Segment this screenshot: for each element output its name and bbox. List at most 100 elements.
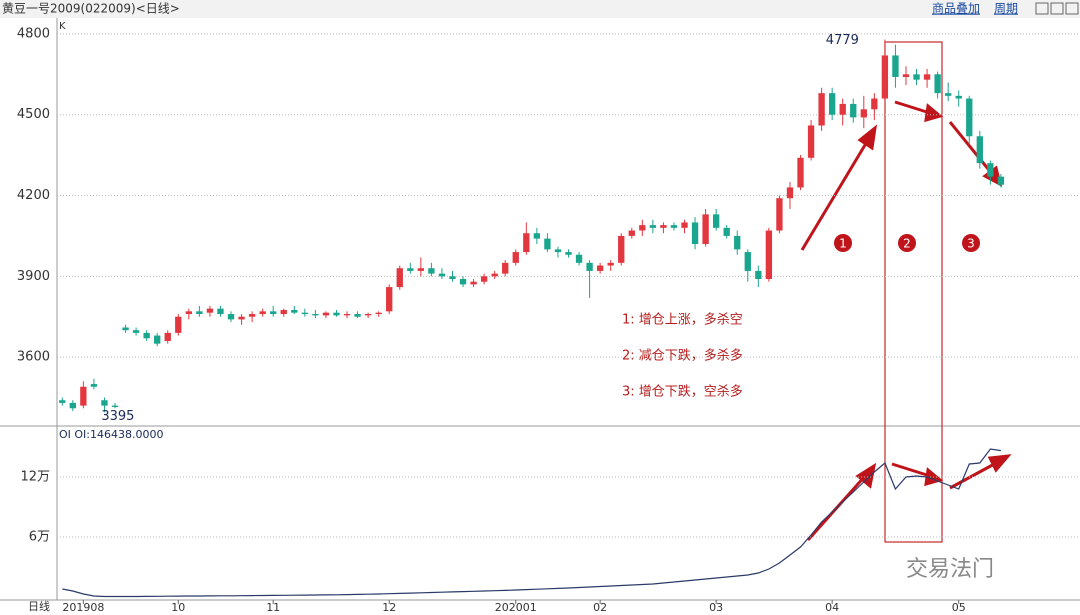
candle-body	[428, 268, 435, 274]
candle-body	[438, 273, 446, 277]
x-tick-label: 11	[266, 601, 280, 614]
period-button[interactable]: 周期	[994, 2, 1018, 16]
candle-body	[533, 233, 541, 239]
candle-body	[122, 327, 129, 331]
candle-body	[375, 312, 382, 315]
candle-body	[185, 311, 192, 315]
candle-body	[660, 225, 667, 228]
candle-body	[818, 93, 825, 126]
candle-body	[248, 314, 256, 317]
candle-body	[80, 386, 87, 406]
window-buttons[interactable]	[1035, 2, 1079, 15]
candle-body	[333, 312, 340, 316]
candle-body	[765, 230, 773, 280]
candle-body	[945, 93, 952, 96]
candle-body	[470, 281, 477, 285]
candle-body	[407, 268, 414, 271]
note: 3: 增仓下跌，空杀多	[622, 384, 743, 400]
candle-body	[354, 314, 361, 317]
candle-body	[839, 103, 846, 115]
candle-body	[417, 268, 425, 271]
candle-body	[523, 233, 530, 253]
candle-body	[776, 198, 783, 231]
x-tick-label: 04	[825, 601, 839, 614]
candle-body	[871, 98, 878, 110]
candle-body	[143, 332, 150, 339]
x-tick-label: 10	[171, 601, 185, 614]
candle-body	[628, 230, 635, 236]
arrows	[800, 100, 1012, 541]
highlight-box	[884, 41, 943, 543]
candle-body	[702, 214, 709, 244]
x-tick-label: 03	[709, 601, 723, 614]
candle-body	[723, 227, 730, 236]
candle-body	[502, 262, 509, 274]
watermark: 交易法门	[906, 557, 994, 582]
x-tick-label: 201908	[62, 601, 104, 614]
candle-body	[860, 109, 867, 118]
candle-body	[850, 103, 857, 118]
candle-body	[111, 405, 119, 407]
y-tick-label: 6万	[29, 530, 50, 545]
candle-body	[480, 276, 488, 282]
note: 2: 减仓下跌，多杀多	[622, 348, 743, 364]
candle-body	[987, 163, 994, 177]
y-tick-label: 3600	[17, 350, 50, 365]
candle-body	[565, 252, 572, 255]
candle-body	[312, 314, 319, 316]
title: 黄豆一号2009(022009)<日线>	[2, 2, 180, 16]
top-bar	[0, 0, 1080, 18]
candle-body	[396, 268, 403, 288]
candle-body	[649, 225, 657, 228]
candle-body	[259, 311, 266, 315]
x-tick-label: 05	[952, 601, 966, 614]
candle-body	[270, 311, 277, 315]
x-tick-label: 202001	[495, 601, 537, 614]
candle-body	[755, 270, 762, 280]
pane-label: K	[59, 21, 66, 32]
candle-body	[132, 330, 140, 333]
candle-body	[966, 98, 973, 137]
candle-body	[364, 314, 372, 316]
overlay-button[interactable]: 商品叠加	[932, 1, 980, 16]
x-tick-label: 12	[382, 601, 396, 614]
candle-body	[217, 308, 224, 315]
candle-body	[386, 287, 393, 312]
y-tick-label: 4500	[17, 107, 50, 122]
candle-body	[101, 400, 108, 406]
candle-body	[512, 252, 519, 263]
x-axis-label: 日线	[28, 599, 50, 613]
candle-body	[881, 55, 889, 99]
candle-body	[797, 157, 804, 188]
candle-body	[175, 316, 182, 333]
candle-body	[786, 187, 794, 199]
y-tick-label: 4800	[17, 26, 50, 41]
high-label: 4779	[826, 33, 859, 48]
candle-body	[227, 314, 235, 320]
oi-line	[62, 448, 1001, 598]
candle-body	[734, 235, 741, 250]
candle-body	[575, 254, 583, 263]
candle-body	[744, 252, 751, 271]
candle-body	[206, 308, 214, 313]
candle-body	[934, 74, 941, 94]
y-tick-label: 3900	[17, 269, 50, 284]
candle-body	[238, 316, 245, 320]
candle-body	[607, 262, 614, 266]
candle-body	[459, 279, 467, 285]
candle-body	[923, 74, 931, 80]
candle-body	[544, 238, 551, 250]
y-tick-label: 4200	[17, 188, 50, 203]
candle-body	[491, 273, 498, 277]
candle-body	[554, 249, 562, 253]
candle-body	[913, 74, 920, 80]
phase-label: 1	[839, 237, 847, 251]
candle-body	[828, 93, 836, 115]
x-tick-label: 02	[593, 601, 607, 614]
candle-body	[892, 55, 899, 77]
candle-body	[59, 400, 66, 403]
candle-body	[90, 384, 98, 387]
phase-label: 3	[967, 237, 975, 251]
candle-body	[670, 225, 678, 228]
